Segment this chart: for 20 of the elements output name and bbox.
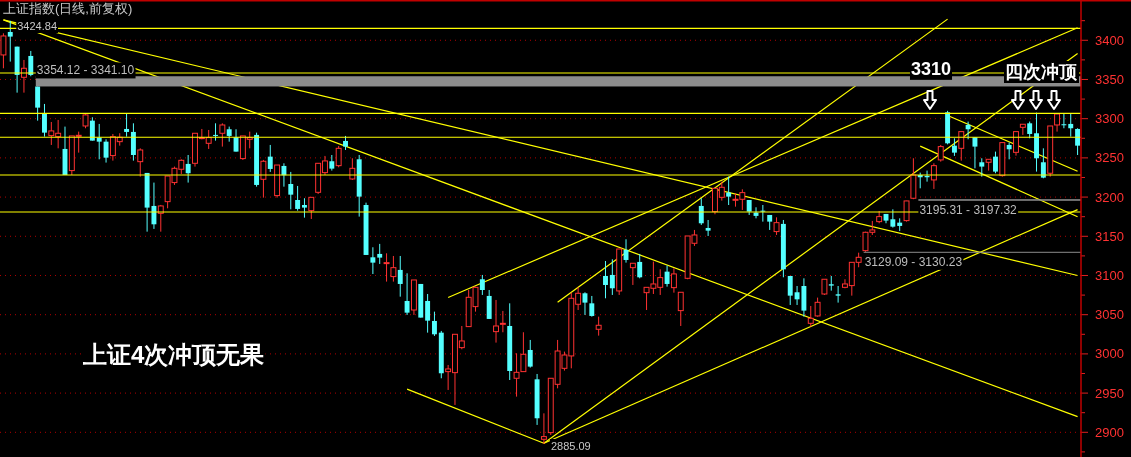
y-tick-label: 3250 <box>1095 150 1124 166</box>
y-tick-label: 3050 <box>1095 307 1124 323</box>
y-tick-label: 2950 <box>1095 385 1124 401</box>
y-tick-label: 3350 <box>1095 71 1124 87</box>
annotation: 3310 <box>910 58 952 79</box>
annotation: 四次冲顶 <box>1005 62 1078 82</box>
y-tick-label: 2900 <box>1095 424 1124 440</box>
y-tick-label: 3100 <box>1095 267 1124 283</box>
band-label: 3354.12 - 3341.10 <box>36 63 135 78</box>
y-tick-label: 3300 <box>1095 111 1124 127</box>
chart-title: 上证指数(日线,前复权) <box>3 1 133 16</box>
y-tick-label: 3000 <box>1095 346 1124 362</box>
band-label: 3195.31 - 3197.32 <box>919 202 1018 217</box>
y-tick-label: 3200 <box>1095 189 1124 205</box>
y-tick-label: 3400 <box>1095 32 1124 48</box>
band-label: 3129.09 - 3130.23 <box>864 254 963 269</box>
annotation: 2885.09 <box>550 440 591 452</box>
annotation: 3424.84 <box>17 20 58 32</box>
y-tick-label: 3150 <box>1095 228 1124 244</box>
annotation: 上证4次冲顶无果 <box>82 341 265 368</box>
